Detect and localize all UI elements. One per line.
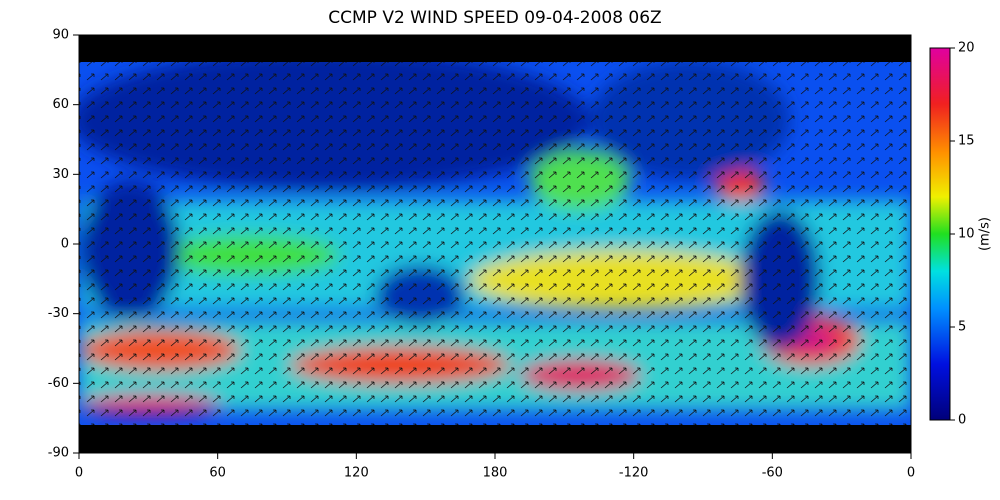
wind-field [79, 62, 911, 425]
map-title: CCMP V2 WIND SPEED 09-04-2008 06Z [328, 8, 661, 28]
x-tick-label: 120 [344, 466, 369, 481]
x-tick-label: 180 [483, 466, 508, 481]
colorbar-tick-label: 15 [958, 134, 975, 149]
y-tick-label: -90 [48, 446, 69, 461]
y-tick-label: 60 [52, 97, 69, 112]
colorbar-tick-label: 0 [958, 413, 966, 428]
x-tick-label: -60 [762, 466, 783, 481]
colorbar-tick-label: 20 [958, 41, 975, 56]
x-tick-label: 0 [75, 466, 83, 481]
colorbar-tick-label: 10 [958, 227, 975, 242]
y-tick-label: 90 [52, 28, 69, 43]
x-tick-label: 60 [209, 466, 226, 481]
colorbar-label: (m/s) [978, 217, 993, 251]
x-tick-label: -120 [619, 466, 649, 481]
colorbar-tick-label: 5 [958, 320, 966, 335]
y-tick-label: 30 [52, 167, 69, 182]
colorbar [929, 47, 951, 421]
y-tick-label: -30 [48, 306, 69, 321]
y-tick-label: 0 [61, 237, 69, 252]
x-tick-label: 0 [907, 466, 915, 481]
y-tick-label: -60 [48, 376, 69, 391]
